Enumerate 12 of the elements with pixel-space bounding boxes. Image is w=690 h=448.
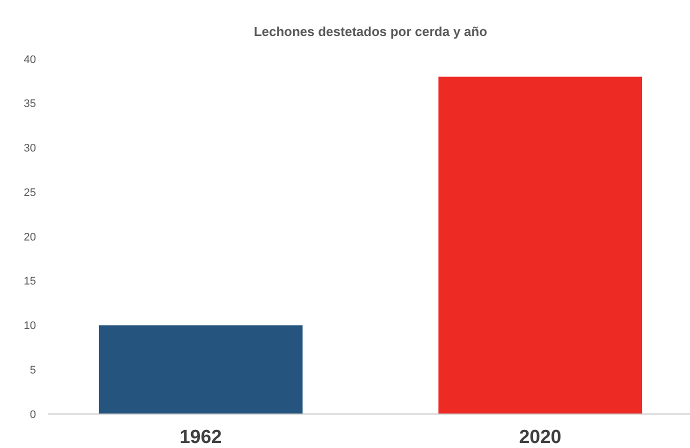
y-tick-label: 0: [30, 408, 36, 421]
y-tick-label: 25: [24, 186, 36, 199]
y-tick-label: 5: [30, 364, 36, 376]
x-tick-label: 1962: [180, 427, 222, 448]
y-tick-label: 35: [24, 98, 36, 110]
y-tick-label: 20: [24, 231, 36, 244]
y-tick-label: 30: [24, 142, 36, 155]
x-tick-label: 2020: [519, 427, 562, 448]
chart-title: Lechones destetados por cerda y año: [254, 24, 488, 39]
y-tick-label: 40: [24, 54, 36, 66]
y-tick-label: 10: [24, 320, 36, 332]
y-tick-label: 15: [24, 276, 36, 288]
